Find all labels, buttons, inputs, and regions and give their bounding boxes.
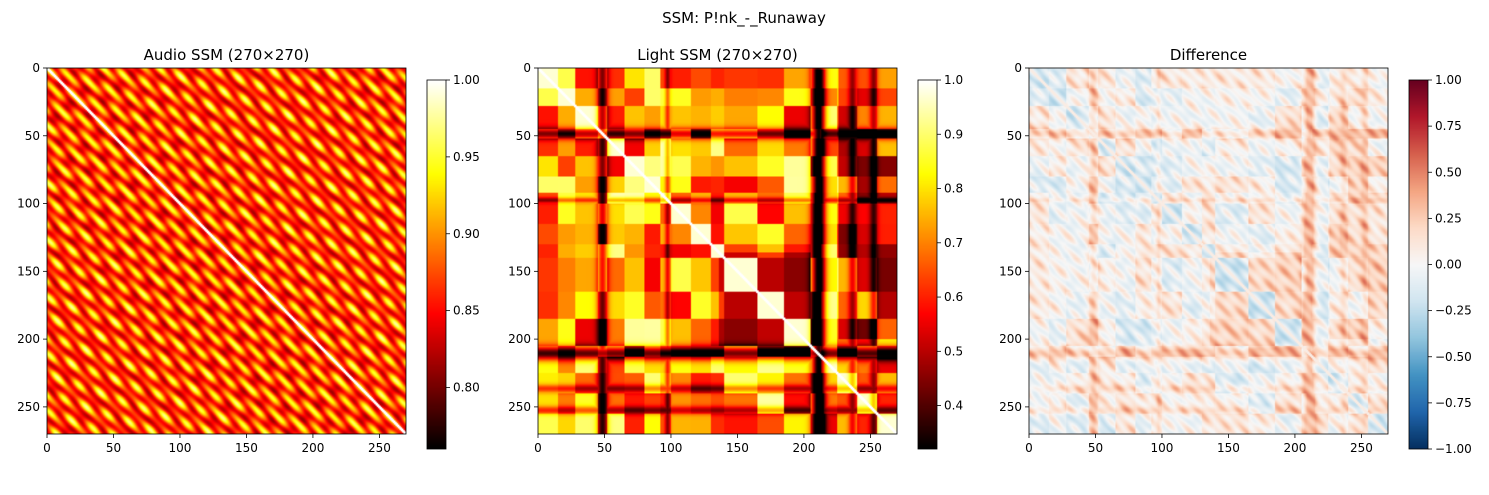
x-tick-label: 150: [726, 441, 749, 455]
colorbar-tick-label: −0.25: [1435, 304, 1472, 318]
colorbar-tick-label: 1.00: [453, 73, 480, 87]
y-tick-label: 200: [17, 332, 40, 346]
y-tick-label: 250: [999, 400, 1022, 414]
colorbar: [427, 80, 446, 449]
x-tick-label: 150: [235, 441, 258, 455]
x-tick-label: 100: [169, 441, 192, 455]
y-tick-label: 150: [508, 264, 531, 278]
x-tick-label: 0: [534, 441, 542, 455]
colorbar-tick-label: 0.00: [1435, 258, 1462, 272]
colorbar-tick-label: −0.50: [1435, 350, 1472, 364]
y-tick-label: 50: [1007, 129, 1022, 143]
y-tick-label: 0: [1014, 61, 1022, 75]
x-tick-label: 250: [859, 441, 882, 455]
colorbar-tick-label: 1.0: [944, 73, 963, 87]
x-tick-label: 50: [106, 441, 121, 455]
colorbar-tick-label: 0.4: [944, 399, 963, 413]
x-tick-label: 150: [1217, 441, 1240, 455]
y-tick-label: 150: [999, 264, 1022, 278]
axes-frame: [46, 67, 407, 435]
colorbar-frame: [917, 79, 938, 450]
colorbar-tick-label: 0.7: [944, 236, 963, 250]
x-tick-label: 50: [597, 441, 612, 455]
x-tick-label: 200: [792, 441, 815, 455]
panel-title: Difference: [1170, 46, 1247, 64]
y-tick-label: 100: [17, 197, 40, 211]
colorbar-tick-label: 0.8: [944, 182, 963, 196]
colorbar-tick-label: 0.5: [944, 344, 963, 358]
colorbar-tick-label: 0.80: [453, 381, 480, 395]
panel-title: Audio SSM (270×270): [144, 46, 310, 64]
colorbar-tick-label: 0.95: [453, 150, 480, 164]
colorbar: [918, 80, 937, 449]
axes-frame: [1028, 67, 1389, 435]
x-tick-label: 100: [1151, 441, 1174, 455]
colorbar-tick-label: 0.6: [944, 290, 963, 304]
heatmap-panel-1: Audio SSM (270×270) 0 50 100 150 200 250 0 50 100…: [17, 46, 480, 455]
colorbar-tick-label: 0.75: [1435, 119, 1462, 133]
x-tick-label: 0: [1025, 441, 1033, 455]
y-tick-label: 100: [999, 197, 1022, 211]
x-tick-label: 250: [368, 441, 391, 455]
y-tick-label: 150: [17, 264, 40, 278]
heatmap-panel-2: Light SSM (270×270) 0 50 100 150 200 250 0 50 100…: [508, 46, 963, 455]
y-tick-label: 250: [17, 400, 40, 414]
colorbar-tick-label: 0.90: [453, 227, 480, 241]
colorbar-tick-label: 0.50: [1435, 165, 1462, 179]
y-tick-label: 100: [508, 197, 531, 211]
heatmap-panel-3: Difference 0 50 100 150 200 250 0 50 100 150 200 250…: [999, 46, 1472, 456]
x-tick-label: 100: [660, 441, 683, 455]
panel-title: Light SSM (270×270): [637, 46, 798, 64]
colorbar-tick-label: −0.75: [1435, 396, 1472, 410]
y-tick-label: 0: [523, 61, 531, 75]
y-tick-label: 0: [32, 61, 40, 75]
colorbar-frame: [426, 79, 447, 450]
colorbar-tick-label: 0.9: [944, 127, 963, 141]
colorbar-tick-label: 0.85: [453, 304, 480, 318]
heatmap-image: [538, 68, 897, 434]
colorbar-tick-label: −1.00: [1435, 442, 1472, 456]
colorbar: [1409, 80, 1428, 449]
x-tick-label: 50: [1088, 441, 1103, 455]
colorbar-tick-label: 1.00: [1435, 73, 1462, 87]
x-tick-label: 0: [43, 441, 51, 455]
heatmap-image: [47, 68, 406, 434]
y-tick-label: 250: [508, 400, 531, 414]
y-tick-label: 50: [516, 129, 531, 143]
x-tick-label: 250: [1350, 441, 1373, 455]
figure-suptitle: SSM: P!nk_-_Runaway: [662, 9, 826, 28]
x-tick-label: 200: [301, 441, 324, 455]
y-tick-label: 50: [25, 129, 40, 143]
x-tick-label: 200: [1283, 441, 1306, 455]
y-tick-label: 200: [999, 332, 1022, 346]
heatmap-image: [1029, 68, 1388, 434]
colorbar-tick-label: 0.25: [1435, 211, 1462, 225]
axes-frame: [537, 67, 898, 435]
y-tick-label: 200: [508, 332, 531, 346]
